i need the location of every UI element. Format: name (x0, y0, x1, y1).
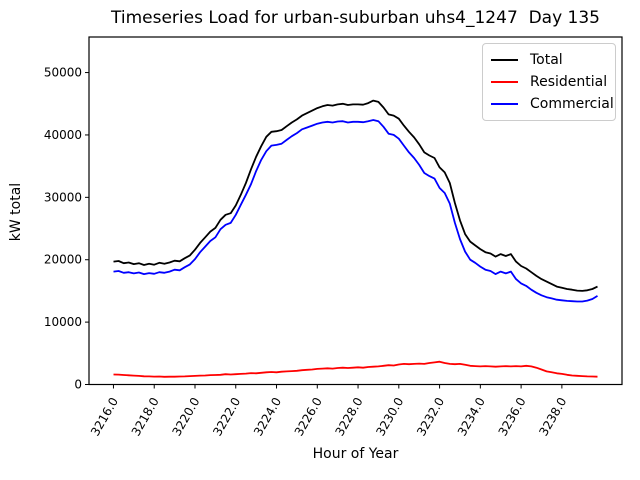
commercial-line-icon (491, 103, 518, 105)
x-tick-label: 3230.0 (373, 395, 406, 438)
axes-border (88, 36, 623, 386)
legend-label-residential: Residential (530, 74, 608, 90)
x-axis-label: Hour of Year (312, 446, 399, 462)
x-tick-label: 3218.0 (129, 395, 162, 438)
x-tick-label: 3228.0 (333, 395, 366, 438)
total-line-icon (491, 59, 518, 61)
x-tick-label: 3238.0 (536, 395, 569, 438)
legend: Total Residential Commercial (482, 43, 616, 121)
series-line-total (113, 99, 598, 292)
chart-title: Timeseries Load for urban-suburban uhs4_… (111, 8, 600, 28)
y-tick-label: 20000 (44, 253, 82, 267)
x-tick-label: 3232.0 (414, 395, 447, 438)
series-line-residential (113, 360, 598, 378)
y-tick-label: 50000 (44, 66, 82, 80)
x-tick-label: 3226.0 (292, 395, 325, 438)
legend-item-residential: Residential (489, 71, 609, 93)
y-tick-label: 10000 (44, 315, 82, 329)
x-tick-label: 3216.0 (88, 395, 121, 438)
residential-line-icon (491, 81, 518, 83)
x-tick-label: 3236.0 (496, 395, 529, 438)
y-axis-label: kW total (8, 182, 24, 242)
y-tick-label: 0 (74, 378, 82, 392)
x-tick-label: 3234.0 (455, 395, 488, 438)
legend-label-commercial: Commercial (530, 96, 614, 112)
x-tick-label: 3220.0 (169, 395, 202, 438)
legend-item-total: Total (489, 49, 609, 71)
x-tick-label: 3224.0 (251, 395, 284, 438)
legend-label-total: Total (530, 52, 563, 68)
series-line-commercial (113, 119, 598, 303)
legend-item-commercial: Commercial (489, 93, 614, 115)
x-tick-label: 3222.0 (210, 395, 243, 438)
y-tick-label: 40000 (44, 128, 82, 142)
y-tick-label: 30000 (44, 190, 82, 204)
